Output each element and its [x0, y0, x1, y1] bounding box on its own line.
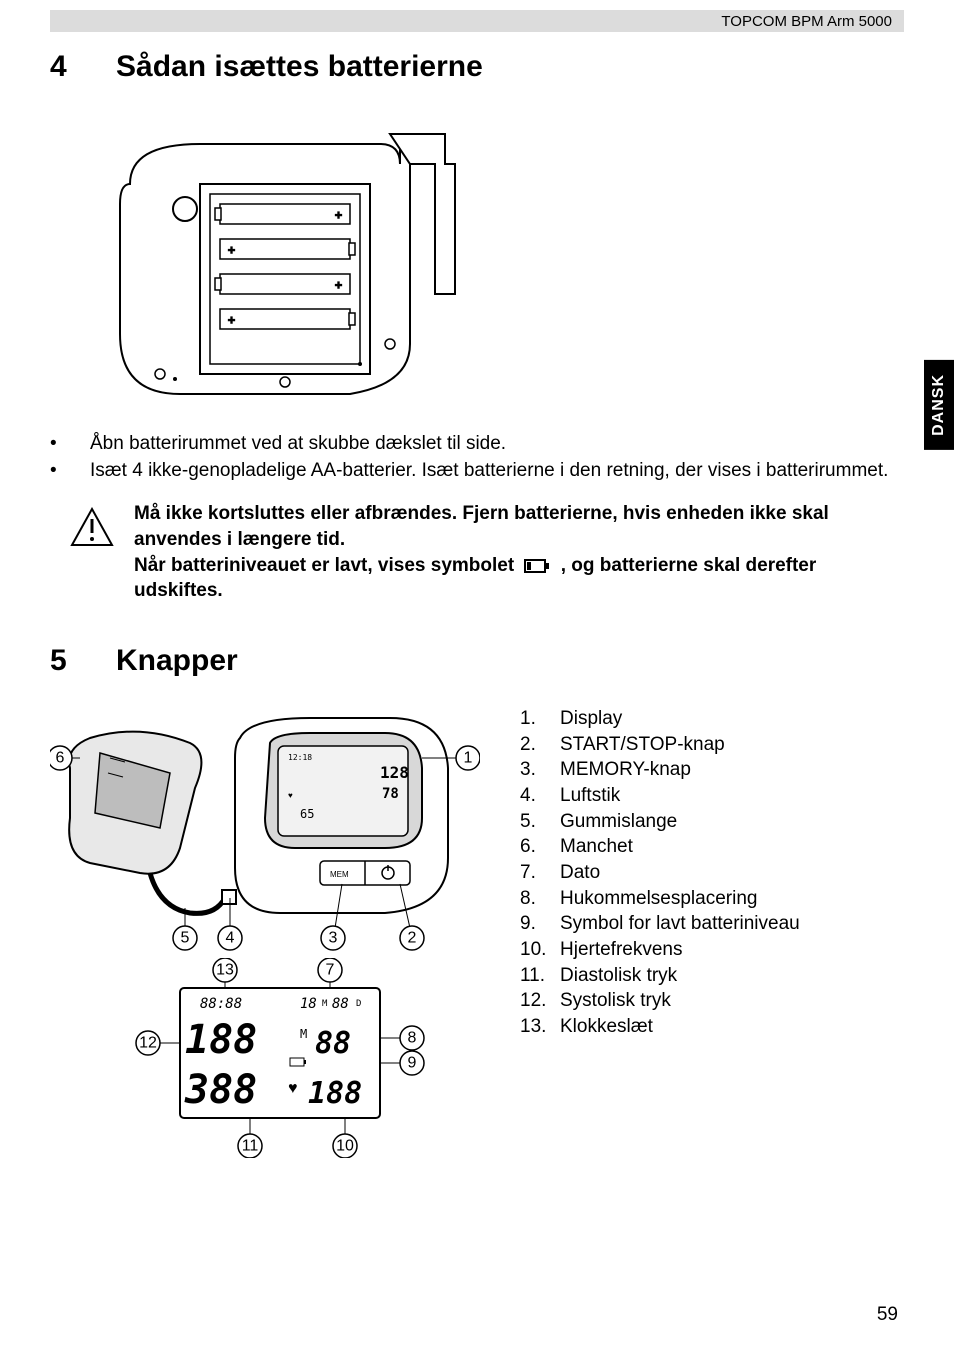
svg-text:+: + — [335, 278, 342, 292]
svg-text:10: 10 — [336, 1138, 354, 1155]
section5-heading: 5 Knapper — [50, 644, 904, 678]
list-item: 4.Luftstik — [520, 783, 904, 809]
svg-text:+: + — [228, 243, 235, 257]
svg-text:18: 18 — [300, 996, 317, 1012]
page-content: TOPCOM BPM Arm 5000 4 Sådan isættes batt… — [0, 0, 954, 1188]
svg-text:3: 3 — [329, 930, 338, 947]
list-item: 8.Hukommelsesplacering — [520, 886, 904, 912]
language-tab: DANSK — [924, 360, 954, 450]
svg-text:8: 8 — [408, 1030, 417, 1047]
svg-text:M: M — [300, 1027, 307, 1041]
list-item: 11.Diastolisk tryk — [520, 963, 904, 989]
svg-text:2: 2 — [408, 930, 417, 947]
svg-text:388: 388 — [184, 1067, 257, 1113]
svg-text:+: + — [335, 208, 342, 222]
header-bar: TOPCOM BPM Arm 5000 — [50, 10, 904, 32]
lcd-time: 88:88 — [200, 996, 242, 1012]
list-item: •Åbn batterirummet ved at skubbe dækslet… — [50, 432, 904, 457]
svg-text:D: D — [356, 999, 361, 1009]
list-item: 12.Systolisk tryk — [520, 988, 904, 1014]
battery-figure: + + + + — [50, 104, 904, 414]
svg-text:128: 128 — [380, 763, 409, 782]
battery-compartment-illustration: + + + + — [50, 104, 480, 414]
svg-text:88: 88 — [332, 996, 349, 1012]
svg-text:65: 65 — [300, 807, 314, 821]
section4-heading: 4 Sådan isættes batterierne — [50, 50, 904, 84]
section4-bullets: •Åbn batterirummet ved at skubbe dækslet… — [50, 432, 904, 483]
device-illustration: 12:18 128 78 65 ♥ MEM 1 2 — [50, 698, 480, 958]
svg-text:6: 6 — [56, 750, 65, 767]
list-item: 13.Klokkeslæt — [520, 1014, 904, 1040]
legend-list: 1.Display 2.START/STOP-knap 3.MEMORY-kna… — [520, 706, 904, 1039]
figure-column: 12:18 128 78 65 ♥ MEM 1 2 — [50, 698, 480, 1158]
svg-text:188: 188 — [185, 1017, 257, 1063]
list-item: 1.Display — [520, 706, 904, 732]
bullet-text: Isæt 4 ikke-genopladelige AA-batterier. … — [90, 459, 888, 484]
page-number: 59 — [877, 1304, 898, 1326]
product-name: TOPCOM BPM Arm 5000 — [721, 13, 892, 30]
svg-text:11: 11 — [242, 1138, 259, 1155]
list-item: 5.Gummislange — [520, 809, 904, 835]
svg-text:9: 9 — [408, 1055, 417, 1072]
svg-text:♥: ♥ — [288, 1080, 298, 1097]
svg-text:78: 78 — [382, 786, 399, 802]
list-item: 10.Hjertefrekvens — [520, 937, 904, 963]
list-item: 6.Manchet — [520, 834, 904, 860]
section4-number: 4 — [50, 50, 80, 84]
svg-text:88: 88 — [315, 1026, 351, 1061]
svg-text:MEM: MEM — [330, 870, 349, 879]
bullet-text: Åbn batterirummet ved at skubbe dækslet … — [90, 432, 506, 457]
svg-text:13: 13 — [216, 962, 234, 979]
svg-text:7: 7 — [326, 962, 335, 979]
list-item: 7.Dato — [520, 860, 904, 886]
svg-text:1: 1 — [464, 750, 473, 767]
section5-body: 12:18 128 78 65 ♥ MEM 1 2 — [50, 698, 904, 1158]
svg-text:M: M — [322, 999, 328, 1009]
warning-line1: Må ikke kortsluttes eller afbrændes. Fje… — [134, 501, 904, 552]
section4-title: Sådan isættes batterierne — [116, 50, 483, 84]
section5-title: Knapper — [116, 644, 238, 678]
warning-line2: Når batteriniveauet er lavt, vises symbo… — [134, 553, 904, 604]
svg-text:188: 188 — [308, 1076, 362, 1111]
list-item: 9.Symbol for lavt batteriniveau — [520, 911, 904, 937]
warning-line2a: Når batteriniveauet er lavt, vises symbo… — [134, 555, 519, 576]
list-item: 2.START/STOP-knap — [520, 732, 904, 758]
warning-block: Må ikke kortsluttes eller afbrændes. Fje… — [50, 501, 904, 604]
svg-text:4: 4 — [226, 930, 235, 947]
svg-text:12: 12 — [139, 1035, 157, 1052]
low-battery-icon — [523, 553, 551, 579]
display-illustration: 88:88 18 M 88 D 188 M 88 388 ♥ 188 — [50, 958, 480, 1158]
svg-text:♥: ♥ — [288, 791, 293, 800]
warning-triangle-icon — [70, 507, 114, 604]
list-item: 3.MEMORY-knap — [520, 757, 904, 783]
legend-column: 1.Display 2.START/STOP-knap 3.MEMORY-kna… — [520, 698, 904, 1158]
svg-text:5: 5 — [181, 930, 190, 947]
warning-text: Må ikke kortsluttes eller afbrændes. Fje… — [134, 501, 904, 604]
section5-number: 5 — [50, 644, 80, 678]
svg-text:+: + — [228, 313, 235, 327]
list-item: •Isæt 4 ikke-genopladelige AA-batterier.… — [50, 459, 904, 484]
svg-text:12:18: 12:18 — [288, 753, 312, 762]
